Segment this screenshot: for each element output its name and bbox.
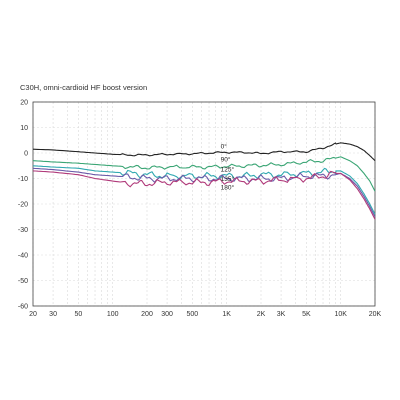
chart-title: C30H, omni-cardioid HF boost version (20, 83, 147, 92)
series-line (32, 142, 376, 162)
series-line (32, 167, 376, 218)
x-tick-label: 2K (257, 311, 266, 318)
x-tick-label: 10K (334, 311, 347, 318)
series-line (32, 165, 376, 215)
series-line (32, 156, 376, 192)
x-tick-label: 5K (302, 311, 311, 318)
y-tick-label: -50 (18, 278, 28, 285)
y-tick-label: -10 (18, 176, 28, 183)
series-labels: 0° 90° 125°135°180° (221, 143, 235, 192)
plot-frame (32, 101, 376, 307)
x-tick-label: 1K (222, 311, 231, 318)
y-tick-label: 0 (24, 151, 28, 158)
x-tick-label: 300 (161, 311, 173, 318)
series-line (32, 170, 376, 220)
series-name-label: 90° (221, 155, 231, 163)
series-name-label: 135° (221, 175, 235, 183)
x-tick-label: 500 (187, 311, 199, 318)
x-tick-label: 50 (74, 311, 82, 318)
y-tick-label: 10 (20, 125, 28, 132)
x-tick-label: 30 (49, 311, 57, 318)
x-tick-label: 200 (141, 311, 153, 318)
x-tick-label: 20K (369, 311, 382, 318)
y-tick-label: -30 (18, 227, 28, 234)
x-tick-label: 100 (107, 311, 119, 318)
grid (32, 101, 376, 307)
x-tick-label: 3K (277, 311, 286, 318)
y-tick-label: -60 (18, 304, 28, 311)
x-tick-label: 20 (29, 311, 37, 318)
series-name-label: 180° (221, 183, 235, 191)
series-lines (32, 142, 376, 220)
y-tick-label: -20 (18, 202, 28, 209)
y-tick-label: 20 (20, 100, 28, 107)
series-name-label: 0° (221, 143, 228, 151)
y-tick-label: -40 (18, 253, 28, 260)
series-name-label: 125° (221, 166, 235, 174)
